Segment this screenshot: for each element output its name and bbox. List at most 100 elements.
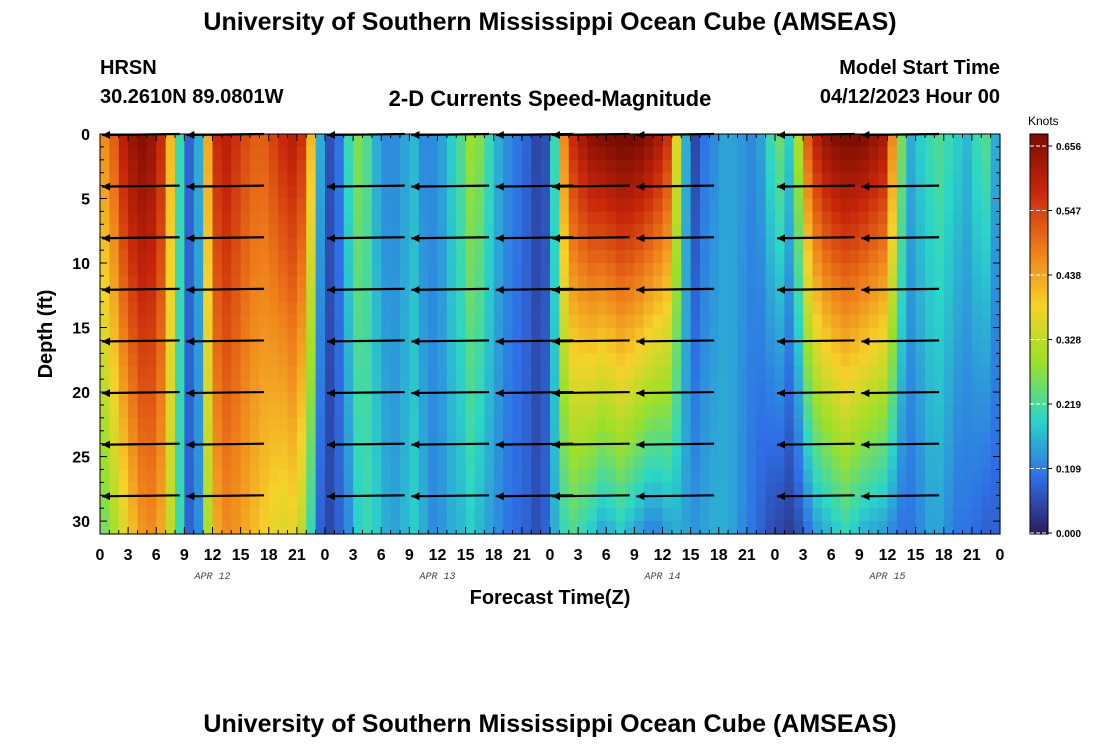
heat-cell [925,146,935,161]
heat-cell [231,366,242,380]
heat-cell [343,392,354,406]
heat-cell [250,469,260,483]
heat-cell [371,275,382,290]
heat-cell [690,392,701,406]
heat-cell [212,456,223,471]
heat-cell [887,469,898,483]
heat-cell [268,237,279,251]
heat-cell [559,185,570,200]
heat-cell [221,237,232,251]
heat-cell [953,263,964,277]
heat-cell [146,146,157,161]
heat-cell [165,263,176,277]
heat-cell [596,250,607,264]
x-tick-label: 21 [288,547,306,564]
heat-cell [296,237,307,251]
heat-cell [671,275,682,290]
heat-cell [221,366,232,380]
heat-cell [756,417,767,432]
heat-cell [137,327,148,342]
heat-cell [868,275,879,290]
heat-cell [878,521,889,535]
heat-cell [906,456,917,471]
heat-cell [531,482,542,496]
heat-cell [896,508,907,522]
heat-cell [128,340,139,354]
heat-cell [221,198,232,213]
heat-cell [531,469,542,483]
heat-cell [681,275,692,290]
heat-cell [737,211,748,225]
heat-cell [137,263,148,277]
heat-cell [259,224,270,238]
heat-cell [765,521,776,535]
heat-cell [981,392,992,406]
heat-cell [512,404,523,419]
heat-cell [840,327,851,342]
x-tick-label: 18 [260,547,278,564]
heat-cell [493,146,504,161]
x-tick-label: 18 [485,547,503,564]
heat-cell [812,172,823,187]
heat-cell [362,404,373,419]
heat-cell [934,482,945,496]
heat-cell [896,288,907,303]
heat-cell [418,353,429,367]
x-tick-label: 18 [935,547,953,564]
heat-cell [165,185,176,200]
heat-cell [878,211,889,225]
heat-cell [953,211,964,225]
heat-cell [381,134,392,148]
heat-cell [306,327,317,342]
heat-cell [287,314,298,329]
current-vector [551,236,630,240]
heat-cell [821,172,832,187]
heat-cell [118,327,129,342]
heat-cell [484,404,495,419]
heat-cell [146,237,157,251]
heat-cell [906,379,917,393]
heat-cell [109,469,120,483]
heat-cell [859,469,870,483]
heat-cell [343,430,354,445]
heat-cell [409,521,420,535]
heat-cell [868,159,879,174]
heat-cell [456,521,467,535]
heat-cell [259,185,270,200]
heat-cell [221,250,232,264]
heat-cell [475,469,485,483]
heat-cell [212,340,223,354]
heat-cell [184,146,195,161]
heat-cell [268,340,279,354]
heat-cell [606,185,617,200]
heat-cell [446,482,457,496]
heat-cell [268,263,279,277]
vector-head [495,389,504,398]
heat-cell [990,301,1001,316]
heat-cell [803,327,814,342]
heat-cell [334,134,345,148]
heat-cell [615,379,626,393]
heat-cell [306,469,317,483]
heat-cell [193,134,204,148]
heat-cell [700,495,710,509]
heat-cell [925,250,935,264]
current-vector [411,287,490,291]
heat-cell [540,301,551,316]
heat-cell [409,146,420,161]
heat-cell [746,379,757,393]
heat-cell [906,404,917,419]
heat-cell [531,430,542,445]
heat-cell [681,417,692,432]
vector-head [777,131,785,139]
heat-cell [859,263,870,277]
heat-cell [596,508,607,522]
heat-cell [250,443,260,458]
heat-cell [287,327,298,342]
heat-cell [259,250,270,264]
heat-cell [737,443,748,458]
heat-cell [493,250,504,264]
heat-cell [540,134,551,148]
heat-cell [475,134,485,148]
heat-cell [690,417,701,432]
